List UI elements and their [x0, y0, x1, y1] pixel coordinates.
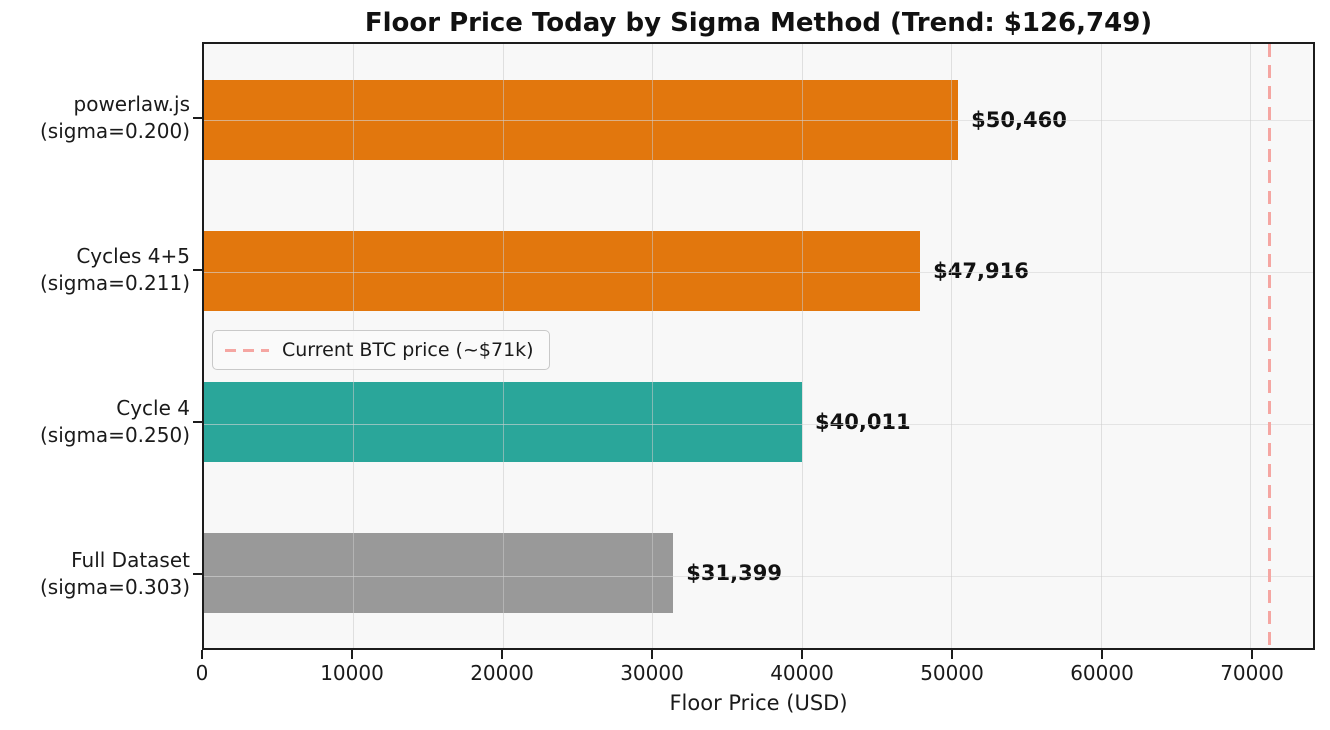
y-tick-label-line1: Cycle 4 — [116, 396, 190, 420]
x-tick-mark — [1101, 650, 1103, 659]
y-tick-label: powerlaw.js (sigma=0.200) — [0, 42, 190, 194]
y-tick-label-line1: Full Dataset — [71, 548, 190, 572]
y-tick-label-line2: (sigma=0.250) — [39, 423, 190, 447]
y-tick-label: Cycles 4+5 (sigma=0.211) — [0, 194, 190, 346]
x-tick-label: 40000 — [770, 661, 834, 685]
bar-value-label: $40,011 — [815, 409, 911, 434]
y-tick-label-line2: (sigma=0.303) — [39, 575, 190, 599]
bar-full-dataset — [204, 532, 674, 613]
legend-dashed-line-icon — [225, 348, 269, 352]
y-tick-label-line1: powerlaw.js — [73, 92, 190, 116]
y-tick-label-line2: (sigma=0.200) — [39, 119, 190, 143]
x-tick-label: 30000 — [620, 661, 684, 685]
bar-row: $31,399 — [204, 497, 1313, 648]
x-tick-mark — [951, 650, 953, 659]
bar-value-label: $31,399 — [686, 560, 782, 585]
y-tick-label-line1: Cycles 4+5 — [76, 244, 190, 268]
plot-area: $50,460 $47,916 $40,011 $31,399 Current BTC… — [202, 42, 1315, 650]
x-tick-mark — [201, 650, 203, 659]
x-axis-title: Floor Price (USD) — [669, 691, 848, 715]
x-tick-mark — [651, 650, 653, 659]
bar-row: $47,916 — [204, 195, 1313, 346]
legend-label: Current BTC price (~$71k) — [282, 339, 534, 361]
y-tick-mark — [193, 573, 202, 575]
bar-cycle-4 — [204, 381, 802, 462]
bar-cycles-4-5 — [204, 230, 921, 311]
x-tick-mark — [351, 650, 353, 659]
y-axis-labels: powerlaw.js (sigma=0.200) Cycles 4+5 (sigma… — [0, 42, 190, 650]
x-tick-mark — [1251, 650, 1253, 659]
chart-title: Floor Price Today by Sigma Method (Trend… — [364, 8, 1153, 38]
x-tick-label: 70000 — [1220, 661, 1284, 685]
x-tick-mark — [801, 650, 803, 659]
x-tick-label: 0 — [195, 661, 209, 685]
x-tick-mark — [501, 650, 503, 659]
x-tick-label: 10000 — [320, 661, 384, 685]
y-tick-mark — [193, 117, 202, 119]
x-tick-label: 20000 — [470, 661, 534, 685]
x-tick-label: 60000 — [1070, 661, 1134, 685]
y-tick-label-line2: (sigma=0.211) — [39, 271, 190, 295]
legend: Current BTC price (~$71k) — [212, 330, 550, 370]
x-tick-label: 50000 — [920, 661, 984, 685]
y-tick-mark — [193, 269, 202, 271]
bar-row: $50,460 — [204, 44, 1313, 195]
bar-value-label: $50,460 — [971, 107, 1067, 132]
y-tick-mark — [193, 421, 202, 423]
y-tick-label: Cycle 4 (sigma=0.250) — [0, 346, 190, 498]
bar-value-label: $47,916 — [933, 258, 1029, 283]
y-tick-label: Full Dataset (sigma=0.303) — [0, 498, 190, 650]
bar-powerlaw-js — [204, 79, 959, 160]
